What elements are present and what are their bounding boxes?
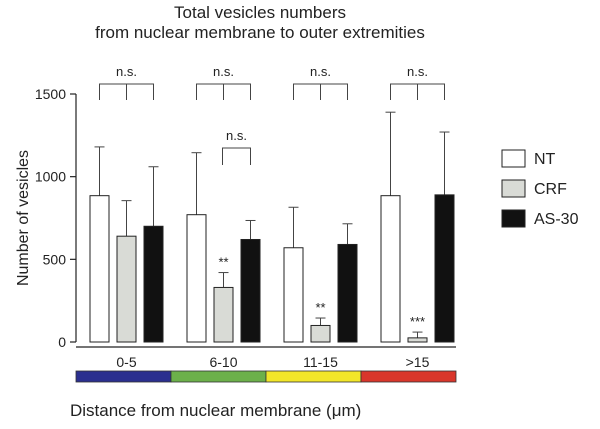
bar	[116, 235, 137, 343]
significance-stars: **	[315, 300, 325, 315]
y-axis-label: Number of vesicles	[15, 150, 32, 286]
category-color-strip	[265, 370, 362, 383]
y-tick-label: 1500	[35, 86, 66, 102]
legend-swatch	[501, 179, 526, 198]
chart-legend: NT CRF AS-30	[501, 149, 579, 228]
x-tick-label: 6-10	[209, 354, 237, 370]
legend-label: NT	[534, 151, 556, 168]
bar	[240, 238, 261, 343]
category-color-strip	[170, 370, 267, 383]
legend-swatch	[501, 149, 526, 168]
legend-label: CRF	[534, 181, 567, 198]
significance-bracket	[222, 147, 251, 165]
bar	[283, 247, 304, 343]
significance-annotations: *******n.s. n.s.n.s.n.s. n.s.	[99, 64, 445, 329]
bar	[434, 194, 455, 343]
bar	[310, 324, 331, 343]
bar	[407, 337, 428, 343]
significance-label: n.s.	[213, 64, 234, 79]
x-tick-label: 11-15	[303, 354, 338, 370]
bar	[143, 225, 164, 343]
significance-label: n.s.	[310, 64, 331, 79]
x-tick-label: >15	[406, 354, 430, 370]
legend-label: AS-30	[534, 211, 579, 228]
y-tick-label: 500	[43, 251, 67, 267]
significance-stars: **	[218, 255, 228, 270]
chart-axes: 0 500 1000 1500 0-5 6-10 11-15 >15	[35, 86, 457, 383]
chart-bars	[89, 111, 455, 343]
bar	[213, 286, 234, 343]
bar	[337, 243, 358, 343]
category-color-strip	[75, 370, 172, 383]
significance-label: n.s.	[407, 64, 428, 79]
category-color-strip	[360, 370, 457, 383]
significance-label: n.s.	[226, 128, 247, 143]
x-axis-label: Distance from nuclear membrane (μm)	[70, 401, 362, 420]
y-tick-label: 1000	[35, 169, 66, 185]
significance-stars: ***	[410, 314, 425, 329]
x-tick-label: 0-5	[116, 354, 136, 370]
legend-swatch	[501, 209, 526, 228]
bar	[380, 195, 401, 343]
chart-title-line-2: from nuclear membrane to outer extremiti…	[95, 23, 425, 42]
chart-title-line-1: Total vesicles numbers	[174, 3, 346, 22]
bar	[186, 214, 207, 343]
significance-label: n.s.	[116, 64, 137, 79]
y-tick-label: 0	[58, 334, 66, 350]
bar	[89, 195, 110, 343]
